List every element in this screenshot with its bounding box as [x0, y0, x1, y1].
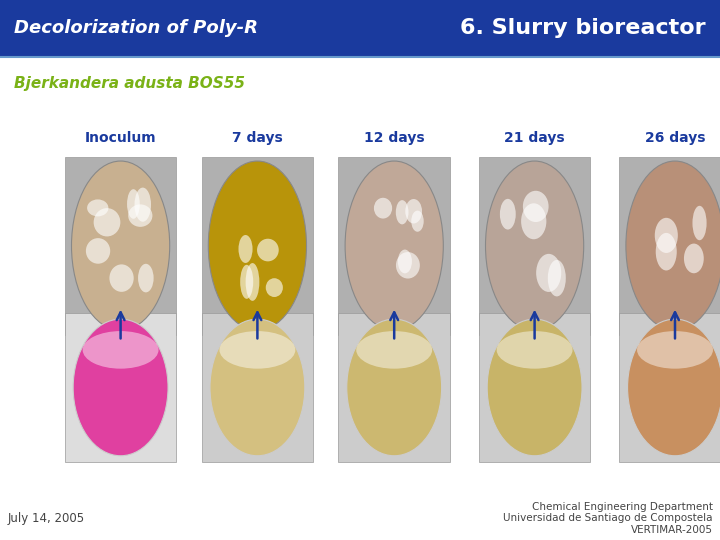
- Text: July 14, 2005: July 14, 2005: [7, 512, 84, 525]
- Ellipse shape: [87, 199, 109, 217]
- Ellipse shape: [628, 319, 720, 456]
- Ellipse shape: [128, 205, 153, 227]
- Ellipse shape: [356, 331, 432, 369]
- Ellipse shape: [637, 331, 713, 369]
- Ellipse shape: [71, 161, 170, 330]
- Ellipse shape: [83, 331, 158, 369]
- Ellipse shape: [523, 191, 549, 222]
- Ellipse shape: [405, 199, 422, 224]
- Ellipse shape: [246, 263, 259, 301]
- Bar: [338, 313, 450, 462]
- Text: 7 days: 7 days: [232, 131, 283, 145]
- Ellipse shape: [396, 252, 420, 279]
- Text: Decolorization of Poly-R: Decolorization of Poly-R: [14, 19, 258, 37]
- Text: Bjerkandera adusta BOS55: Bjerkandera adusta BOS55: [14, 76, 246, 91]
- Text: 12 days: 12 days: [364, 131, 425, 145]
- Ellipse shape: [210, 319, 305, 456]
- Ellipse shape: [347, 319, 441, 456]
- Ellipse shape: [345, 161, 444, 330]
- Bar: [65, 157, 176, 335]
- Ellipse shape: [266, 278, 283, 297]
- Text: Inoculum: Inoculum: [85, 131, 156, 145]
- Ellipse shape: [656, 233, 677, 271]
- Ellipse shape: [500, 199, 516, 230]
- Ellipse shape: [135, 187, 151, 222]
- Bar: [202, 313, 313, 462]
- Bar: [338, 157, 450, 335]
- Ellipse shape: [497, 331, 572, 369]
- Text: 26 days: 26 days: [644, 131, 706, 145]
- Bar: [619, 313, 720, 462]
- Ellipse shape: [374, 198, 392, 219]
- Bar: [65, 313, 176, 462]
- Ellipse shape: [238, 235, 253, 263]
- Ellipse shape: [94, 208, 120, 237]
- Ellipse shape: [411, 211, 423, 232]
- Bar: [202, 157, 313, 335]
- Ellipse shape: [654, 218, 678, 253]
- Ellipse shape: [138, 264, 153, 292]
- Ellipse shape: [208, 161, 307, 330]
- Ellipse shape: [536, 254, 561, 292]
- Bar: [479, 313, 590, 462]
- Ellipse shape: [398, 249, 412, 273]
- Bar: [479, 157, 590, 335]
- Ellipse shape: [257, 239, 279, 261]
- Ellipse shape: [396, 200, 408, 224]
- Text: 6. Slurry bioreactor: 6. Slurry bioreactor: [460, 18, 706, 38]
- Ellipse shape: [109, 265, 134, 292]
- FancyBboxPatch shape: [0, 0, 720, 57]
- Ellipse shape: [73, 319, 168, 456]
- Ellipse shape: [521, 203, 546, 239]
- Text: Chemical Engineering Department
Universidad de Santiago de Compostela
VERTIMAR-2: Chemical Engineering Department Universi…: [503, 502, 713, 535]
- Ellipse shape: [485, 161, 584, 330]
- Ellipse shape: [626, 161, 720, 330]
- Ellipse shape: [684, 244, 703, 273]
- Ellipse shape: [220, 331, 295, 369]
- Ellipse shape: [548, 260, 566, 296]
- Ellipse shape: [693, 206, 706, 240]
- Ellipse shape: [86, 238, 110, 264]
- Ellipse shape: [127, 189, 140, 219]
- Ellipse shape: [240, 265, 253, 299]
- Text: 21 days: 21 days: [504, 131, 565, 145]
- Bar: [619, 157, 720, 335]
- Ellipse shape: [487, 319, 582, 456]
